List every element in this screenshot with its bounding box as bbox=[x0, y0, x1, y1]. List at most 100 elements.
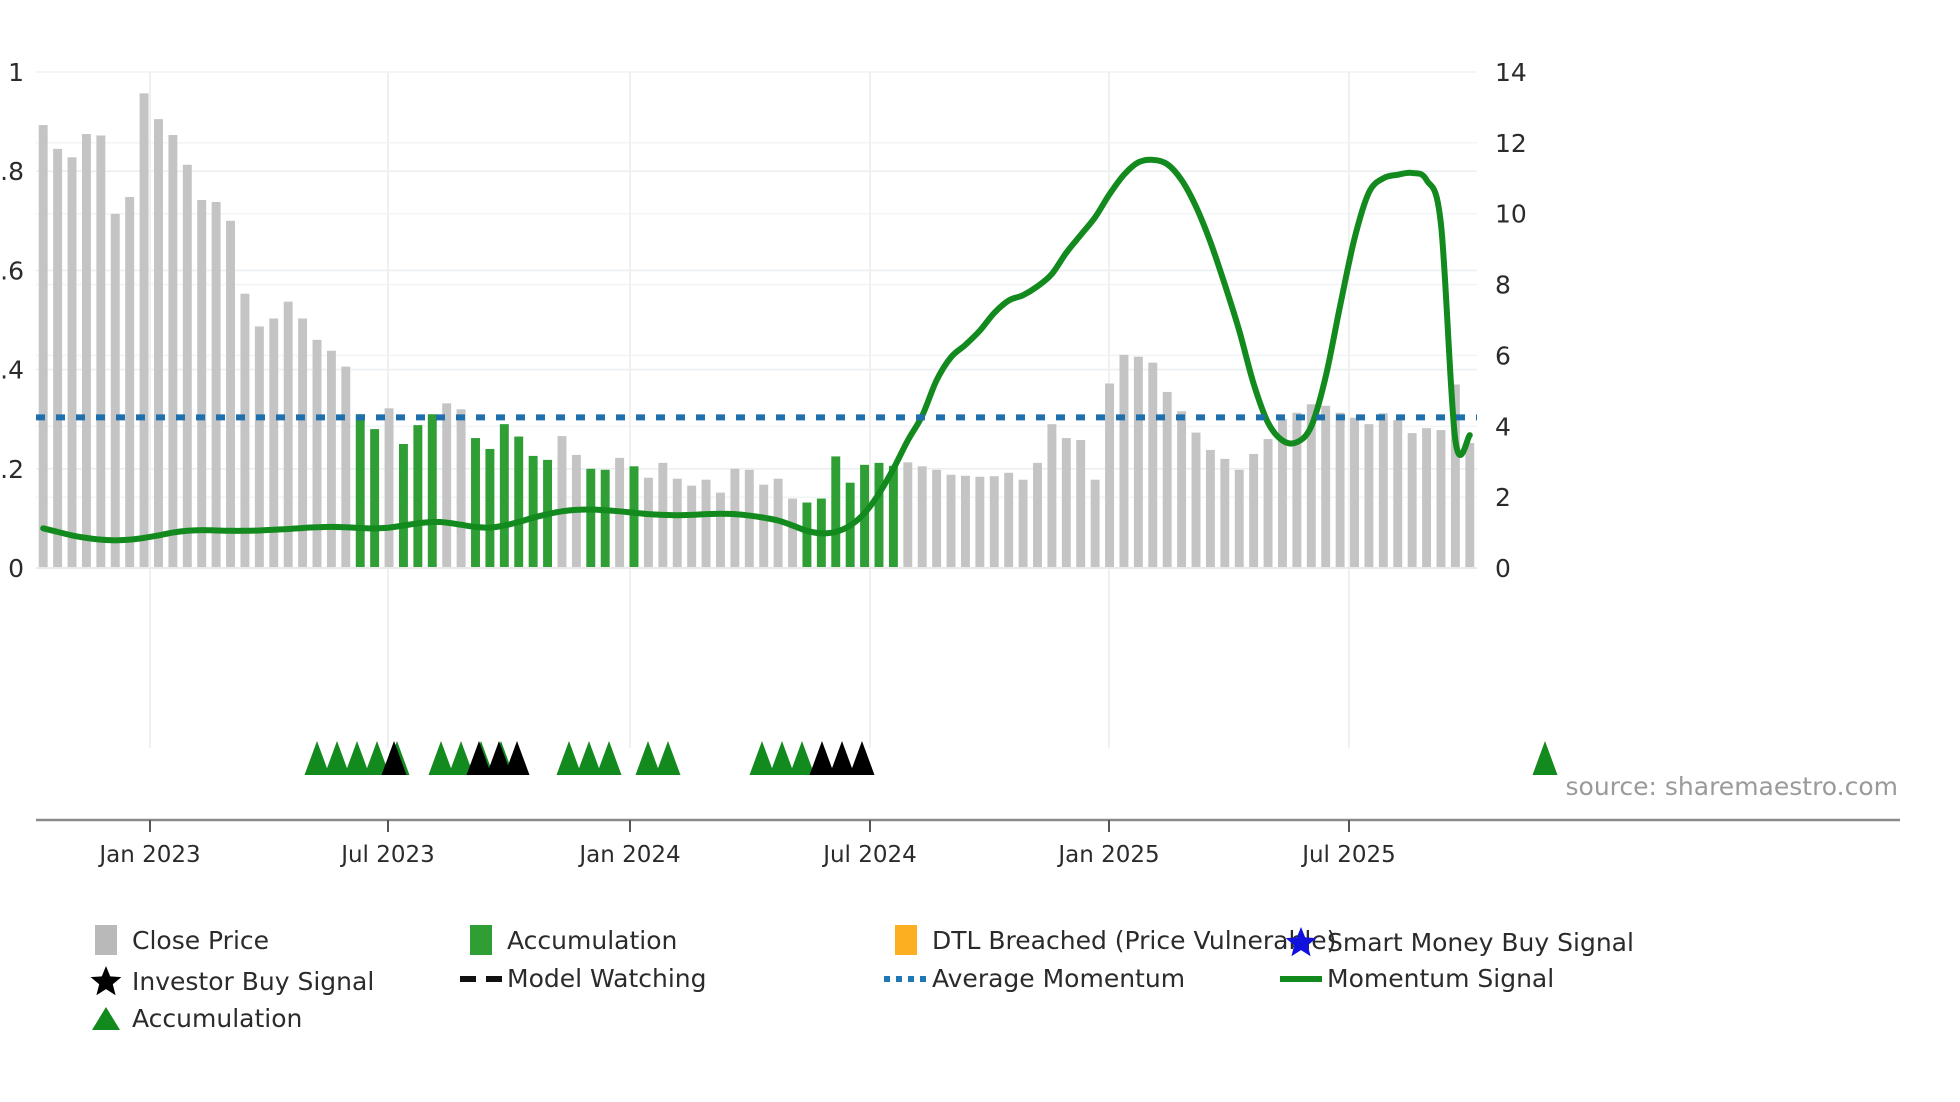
bar bbox=[96, 135, 106, 569]
y-axis-left-tick: 0.6 bbox=[0, 256, 24, 285]
source-attribution: source: sharemaestro.com bbox=[1566, 772, 1899, 801]
accumulation-marker-icon bbox=[448, 741, 474, 775]
bar bbox=[226, 220, 235, 569]
bar bbox=[269, 318, 279, 568]
swatch-rect-icon bbox=[470, 925, 492, 955]
bar bbox=[1105, 383, 1115, 568]
bar bbox=[1465, 443, 1475, 568]
investor-buy-marker-icon bbox=[849, 741, 875, 775]
accumulation-marker-icon bbox=[1532, 741, 1558, 775]
bar bbox=[788, 498, 797, 568]
x-axis-tick-label: Jan 2023 bbox=[97, 842, 200, 868]
bar bbox=[67, 157, 77, 568]
legend-swatch bbox=[455, 925, 507, 955]
y-axis-right-tick: 6 bbox=[1495, 341, 1511, 370]
bar bbox=[1306, 404, 1316, 568]
bar bbox=[1450, 384, 1460, 568]
bar bbox=[1133, 356, 1143, 568]
y-axis-right-tick: 12 bbox=[1495, 129, 1527, 158]
star-icon bbox=[90, 966, 122, 996]
x-axis-tick-label: Jul 2023 bbox=[339, 842, 435, 868]
bar bbox=[989, 476, 999, 568]
bar bbox=[730, 468, 740, 568]
bar bbox=[1234, 469, 1244, 568]
bar bbox=[456, 409, 466, 568]
legend-dashed bbox=[455, 975, 507, 982]
accumulation-marker-icon bbox=[428, 741, 454, 775]
bar bbox=[946, 474, 956, 568]
legend-average-momentum[interactable]: Average Momentum bbox=[880, 964, 1185, 993]
legend-row-1: Investor Buy Signal Model Watching Average… bbox=[80, 964, 1950, 1003]
bar bbox=[1061, 438, 1071, 568]
bar bbox=[557, 436, 567, 568]
bar bbox=[1321, 405, 1331, 568]
bar bbox=[643, 477, 653, 568]
bar bbox=[744, 469, 754, 568]
line-swatch-icon bbox=[1280, 975, 1322, 982]
legend-average-momentum-label: Average Momentum bbox=[932, 964, 1186, 993]
y-axis-right-tick: 8 bbox=[1495, 271, 1511, 300]
bar bbox=[1018, 479, 1028, 568]
legend-investor-buy[interactable]: Investor Buy Signal bbox=[80, 964, 374, 998]
dashed-line-icon bbox=[460, 975, 502, 982]
legend-accumulation-marker[interactable]: Accumulation bbox=[80, 1003, 302, 1033]
legend-close-price[interactable]: Close Price bbox=[80, 925, 269, 955]
bar bbox=[485, 448, 495, 568]
bar bbox=[1033, 462, 1042, 568]
bar bbox=[384, 408, 394, 568]
bar bbox=[154, 119, 163, 569]
legend-star bbox=[1275, 925, 1327, 959]
legend-dotted bbox=[880, 975, 932, 982]
bar bbox=[240, 293, 250, 568]
y-axis-left-tick: 0 bbox=[8, 554, 24, 583]
bar bbox=[701, 479, 711, 568]
bar bbox=[1378, 413, 1388, 568]
accumulation-marker-icon bbox=[576, 741, 602, 775]
bar bbox=[888, 465, 898, 568]
legend-dtl-breached-label: DTL Breached (Price Vulnerable) bbox=[932, 925, 1337, 955]
bar bbox=[398, 444, 408, 568]
legend-triangle bbox=[80, 1003, 132, 1033]
bar bbox=[1278, 419, 1287, 568]
accumulation-marker-icon bbox=[655, 741, 681, 775]
bars-group bbox=[38, 93, 1475, 569]
bar bbox=[341, 366, 351, 568]
bar bbox=[600, 469, 610, 568]
bar bbox=[283, 301, 293, 568]
bar bbox=[528, 455, 538, 568]
investor-buy-marker-icon bbox=[486, 741, 512, 775]
swatch-rect-icon bbox=[895, 925, 917, 955]
legend-momentum-signal[interactable]: Momentum Signal bbox=[1275, 964, 1554, 993]
bar bbox=[499, 424, 509, 568]
bar bbox=[1422, 428, 1432, 568]
bar bbox=[1191, 432, 1201, 568]
dotted-line-icon bbox=[884, 975, 928, 982]
bar bbox=[1148, 362, 1158, 568]
legend-model-watching[interactable]: Model Watching bbox=[455, 964, 707, 993]
bar bbox=[110, 213, 120, 569]
bar bbox=[1162, 391, 1172, 568]
bar bbox=[298, 318, 308, 568]
bar bbox=[1292, 412, 1302, 568]
legend-investor-buy-label: Investor Buy Signal bbox=[132, 966, 375, 996]
legend-dtl-breached[interactable]: DTL Breached (Price Vulnerable) bbox=[880, 925, 1336, 955]
y-axis-left-tick: 0.8 bbox=[0, 157, 24, 186]
accumulation-marker-icon bbox=[324, 741, 350, 775]
bar bbox=[1119, 354, 1129, 568]
bar bbox=[586, 468, 596, 568]
legend-row-2: Accumulation bbox=[80, 1003, 1950, 1042]
bar bbox=[53, 148, 63, 568]
bar bbox=[1393, 420, 1403, 568]
bar bbox=[1350, 417, 1359, 568]
triangle-up-icon bbox=[92, 1007, 120, 1030]
bar bbox=[1335, 412, 1345, 568]
legend-accumulation-bar[interactable]: Accumulation bbox=[455, 925, 677, 955]
legend-smart-money[interactable]: Smart Money Buy Signal bbox=[1275, 925, 1634, 959]
accumulation-marker-icon bbox=[789, 741, 815, 775]
bar bbox=[326, 350, 336, 568]
bar bbox=[687, 485, 697, 568]
y-axis-left-tick: 0.4 bbox=[0, 356, 24, 385]
accumulation-marker-icon bbox=[304, 741, 330, 775]
bar bbox=[355, 414, 365, 568]
